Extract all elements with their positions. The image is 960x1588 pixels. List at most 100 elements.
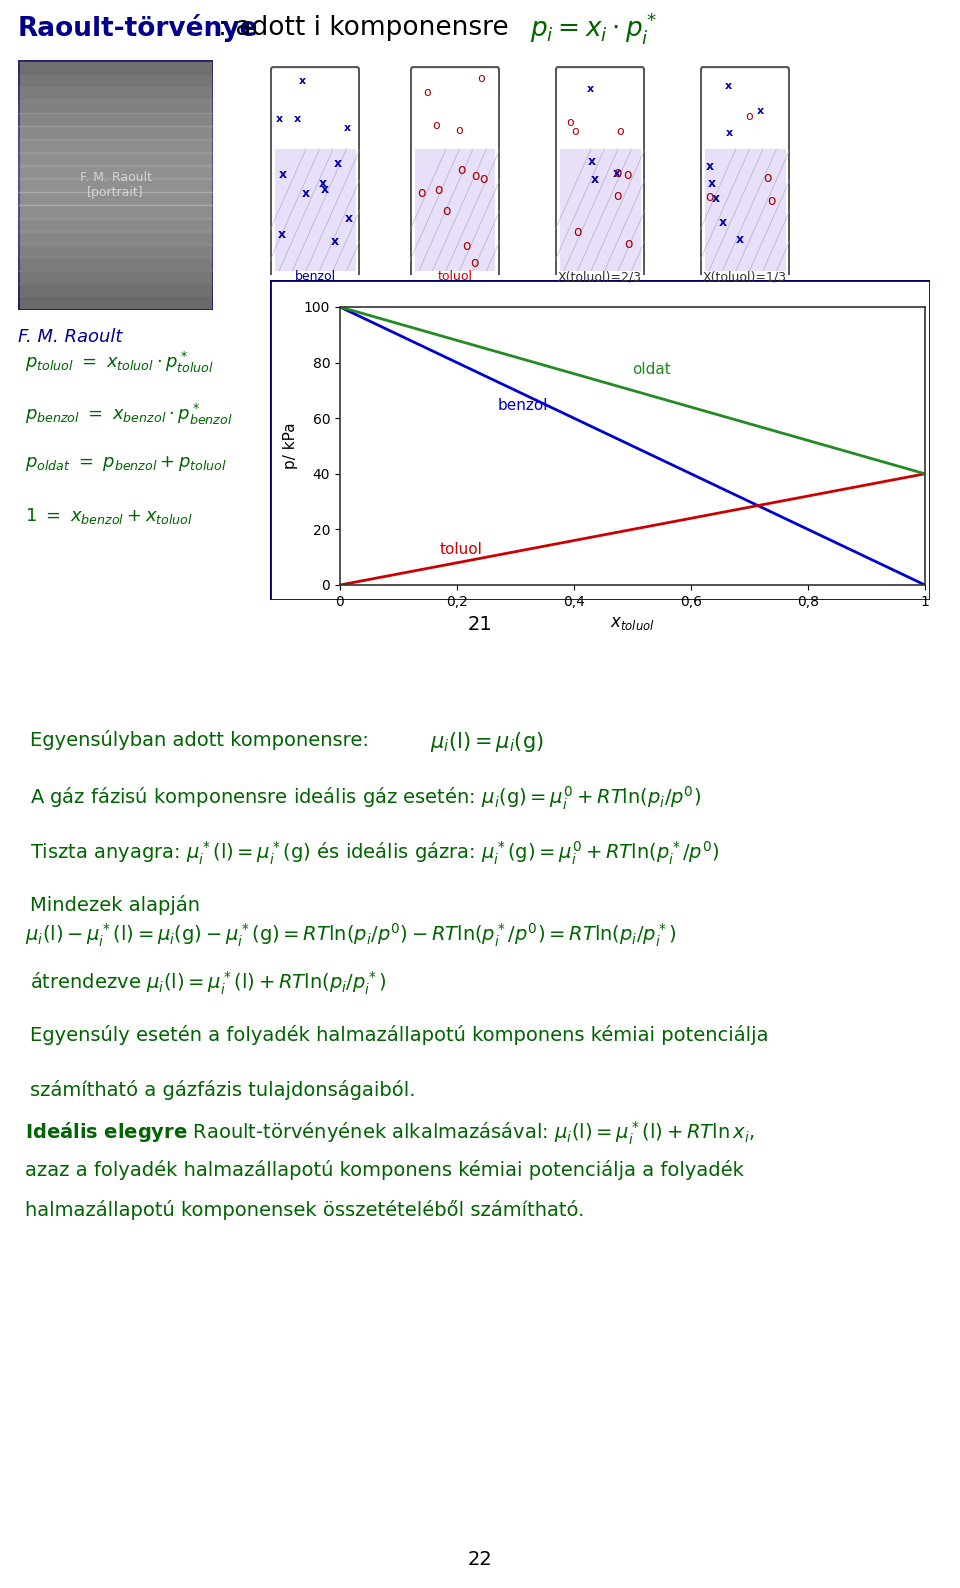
- Text: x: x: [612, 167, 621, 179]
- Bar: [18, 152, 213, 165]
- Text: $\mathbf{Ideális\ elegyre}$ Raoult-törvényének alkalmazásával: $\mu_i(\mathrm{l}: $\mathbf{Ideális\ elegyre}$ Raoult-törvé…: [25, 1120, 755, 1148]
- Text: 21: 21: [468, 615, 492, 634]
- Bar: [18, 73, 213, 86]
- Bar: [18, 60, 213, 73]
- Bar: [705, 149, 785, 272]
- Text: x: x: [726, 129, 732, 138]
- Text: $p_{oldat}\ =\ p_{benzol} + p_{toluol}$: $p_{oldat}\ =\ p_{benzol} + p_{toluol}$: [25, 454, 227, 473]
- Text: x: x: [756, 106, 764, 116]
- Text: $\mu_i(\mathrm{l}) - \mu_i^*(\mathrm{l}) = \mu_i(\mathrm{g}) - \mu_i^*(\mathrm{g: $\mu_i(\mathrm{l}) - \mu_i^*(\mathrm{l})…: [25, 921, 677, 948]
- Text: o: o: [471, 168, 480, 183]
- Text: o: o: [462, 238, 470, 252]
- Text: o: o: [456, 124, 464, 137]
- Bar: [18, 219, 213, 230]
- Text: o: o: [442, 205, 450, 218]
- Text: Egyensúlyban adott komponensre:: Egyensúlyban adott komponensre:: [30, 730, 369, 750]
- Bar: [18, 245, 213, 257]
- Text: x: x: [725, 81, 732, 92]
- Text: o: o: [573, 225, 582, 238]
- Text: x: x: [277, 229, 285, 241]
- Text: Raoult-törvénye: Raoult-törvénye: [18, 14, 258, 41]
- Text: o: o: [571, 125, 579, 138]
- Text: o: o: [432, 119, 440, 132]
- Bar: [18, 165, 213, 178]
- Text: x: x: [345, 211, 353, 224]
- Bar: [18, 100, 213, 113]
- Text: $\mu_i(\mathrm{l}) = \mu_i(\mathrm{g})$: $\mu_i(\mathrm{l}) = \mu_i(\mathrm{g})$: [430, 730, 543, 754]
- X-axis label: $x_{toluol}$: $x_{toluol}$: [610, 615, 655, 632]
- Text: o: o: [479, 172, 488, 186]
- Text: oldat: oldat: [633, 362, 671, 376]
- Text: x: x: [334, 157, 343, 170]
- Bar: [275, 149, 355, 272]
- Bar: [18, 257, 213, 270]
- Text: átrendezve $\mu_i(\mathrm{l}) = \mu_i^*(\mathrm{l}) + RT\ln(p_i/p_i^*)$: átrendezve $\mu_i(\mathrm{l}) = \mu_i^*(…: [30, 970, 386, 997]
- Bar: [415, 149, 495, 272]
- Text: F. M. Raoult: F. M. Raoult: [18, 329, 122, 346]
- Text: x: x: [719, 216, 727, 229]
- Text: $p_{toluol}\ =\ x_{toluol} \cdot p^*_{toluol}$: $p_{toluol}\ =\ x_{toluol} \cdot p^*_{to…: [25, 349, 214, 375]
- Bar: [18, 232, 213, 245]
- Text: x: x: [735, 233, 744, 246]
- Text: x: x: [294, 114, 301, 124]
- Text: Egyensúly esetén a folyadék halmazállapotú komponens kémiai potenciálja: Egyensúly esetén a folyadék halmazállapo…: [30, 1024, 769, 1045]
- Text: x: x: [590, 173, 599, 186]
- Text: x: x: [299, 76, 305, 86]
- Bar: [18, 87, 213, 100]
- Text: x: x: [588, 156, 595, 168]
- Text: benzol: benzol: [295, 270, 336, 283]
- Bar: [18, 127, 213, 138]
- Text: o: o: [763, 172, 772, 186]
- Text: o: o: [457, 164, 466, 178]
- Text: X(toluol)=2/3: X(toluol)=2/3: [558, 270, 642, 283]
- Text: toluol: toluol: [440, 543, 482, 557]
- Text: o: o: [613, 189, 622, 203]
- Bar: [18, 297, 213, 310]
- Text: o: o: [745, 110, 753, 124]
- Text: o: o: [613, 167, 622, 181]
- Text: o: o: [566, 116, 574, 129]
- Text: o: o: [418, 186, 426, 200]
- Bar: [18, 192, 213, 205]
- Text: o: o: [423, 86, 431, 98]
- Text: benzol: benzol: [498, 399, 548, 413]
- Bar: [18, 140, 213, 152]
- Text: X(toluol)=1/3: X(toluol)=1/3: [703, 270, 787, 283]
- Bar: [18, 179, 213, 192]
- Text: o: o: [470, 256, 479, 270]
- Text: o: o: [477, 73, 485, 86]
- Text: : adott i komponensre: : adott i komponensre: [218, 14, 517, 41]
- Text: számítható a gázfázis tulajdonságaiból.: számítható a gázfázis tulajdonságaiból.: [30, 1080, 416, 1100]
- Text: o: o: [434, 183, 443, 197]
- Text: x: x: [711, 192, 720, 205]
- Text: x: x: [276, 114, 283, 124]
- Bar: [18, 48, 213, 60]
- Bar: [18, 272, 213, 284]
- Text: x: x: [708, 176, 716, 189]
- Bar: [18, 284, 213, 297]
- Text: x: x: [331, 235, 339, 248]
- Bar: [560, 149, 640, 272]
- Bar: [18, 205, 213, 218]
- Text: o: o: [706, 191, 714, 205]
- Text: $p_{benzol}\ =\ x_{benzol} \cdot p^*_{benzol}$: $p_{benzol}\ =\ x_{benzol} \cdot p^*_{be…: [25, 402, 232, 427]
- Text: o: o: [767, 194, 776, 208]
- Text: A gáz fázisú komponensre ideális gáz esetén: $\mu_i(\mathrm{g}) = \mu_i^0 + RT\l: A gáz fázisú komponensre ideális gáz ese…: [30, 784, 701, 813]
- Text: toluol: toluol: [438, 270, 472, 283]
- Text: azaz a folyadék halmazállapotú komponens kémiai potenciálja a folyadék: azaz a folyadék halmazállapotú komponens…: [25, 1159, 744, 1180]
- Text: o: o: [616, 125, 624, 138]
- Text: $p_i = x_i \cdot p_i^*$: $p_i = x_i \cdot p_i^*$: [530, 10, 658, 46]
- Text: x: x: [588, 84, 594, 94]
- Text: F. M. Raoult
[portrait]: F. M. Raoult [portrait]: [80, 172, 152, 198]
- Bar: [18, 113, 213, 125]
- Text: Tiszta anyagra: $\mu_i^*(\mathrm{l}) = \mu_i^*(\mathrm{g})$ és ideális gázra: $\: Tiszta anyagra: $\mu_i^*(\mathrm{l}) = \…: [30, 840, 719, 867]
- Text: x: x: [706, 160, 714, 173]
- Text: $1\ =\ x_{benzol} + x_{toluol}$: $1\ =\ x_{benzol} + x_{toluol}$: [25, 507, 193, 526]
- Text: halmazállapotú komponensek összetételéből számítható.: halmazállapotú komponensek összetételébő…: [25, 1201, 585, 1220]
- Text: x: x: [279, 168, 287, 181]
- Text: x: x: [301, 187, 310, 200]
- Text: Mindezek alapján: Mindezek alapján: [30, 896, 200, 915]
- Y-axis label: p/ kPa: p/ kPa: [283, 422, 299, 470]
- Text: o: o: [624, 168, 632, 181]
- Text: x: x: [319, 176, 327, 191]
